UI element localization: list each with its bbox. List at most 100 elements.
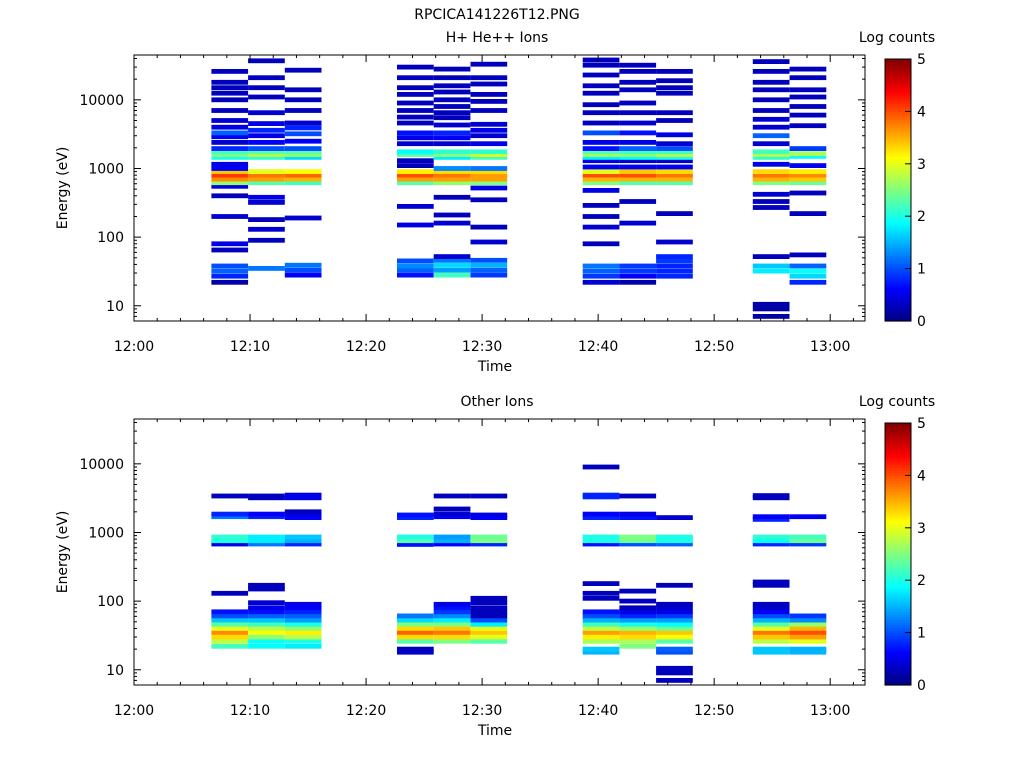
heatmap-cell — [248, 149, 285, 155]
colorbar-segment — [885, 627, 911, 631]
heatmap-cell — [433, 262, 471, 268]
heatmap-cell — [211, 169, 249, 174]
heatmap-cell — [248, 266, 285, 271]
heatmap-cell — [211, 626, 249, 631]
heatmap-cell — [397, 646, 434, 652]
heatmap-cell — [433, 621, 471, 627]
colorbar-tick-label: 4 — [917, 468, 926, 484]
colorbar-segment — [885, 210, 911, 215]
colorbar-segment — [885, 603, 911, 607]
heatmap-cell — [433, 493, 471, 499]
colorbar-segment — [885, 121, 911, 126]
heatmap-cell — [433, 541, 471, 547]
colorbar-segment — [885, 315, 911, 319]
heatmap-cell — [433, 66, 471, 72]
heatmap-cell — [752, 87, 790, 93]
colorbar-segment — [885, 150, 911, 154]
heatmap-cell — [789, 538, 827, 544]
heatmap-cell — [619, 169, 657, 174]
colorbar-segment — [885, 234, 911, 238]
heatmap-cell — [248, 538, 285, 544]
heatmap-cell — [284, 605, 322, 611]
heatmap-cell — [284, 146, 322, 151]
heatmap-cell — [752, 268, 790, 274]
heatmap-cell — [752, 169, 790, 174]
colorbar-segment — [885, 284, 911, 288]
colorbar-segment — [885, 653, 911, 657]
heatmap-cell — [619, 541, 657, 547]
heatmap-cell — [619, 110, 657, 116]
heatmap-cell — [284, 138, 322, 144]
heatmap-cell — [211, 69, 249, 74]
heatmap-cell — [582, 83, 620, 89]
heatmap-cell — [433, 176, 471, 182]
heatmap-cell — [582, 464, 620, 470]
colorbar-segment — [885, 276, 911, 280]
heatmap-cell — [789, 617, 827, 623]
heatmap-cell — [211, 183, 249, 189]
heatmap-cell — [619, 199, 657, 204]
colorbar-segment — [885, 467, 911, 471]
heatmap-cell — [284, 534, 322, 540]
heatmap-cell — [397, 512, 434, 518]
heatmap — [211, 464, 827, 683]
heatmap-cell — [656, 172, 693, 178]
heatmap-cell — [789, 613, 827, 619]
heatmap-cell — [433, 601, 471, 607]
heatmap-cell — [789, 151, 827, 156]
colorbar-segment — [885, 622, 911, 626]
heatmap-cell — [789, 211, 827, 216]
colorbar-segment — [885, 100, 911, 105]
heatmap-cell — [211, 617, 249, 623]
colorbar-segment — [885, 472, 911, 476]
heatmap-cell — [433, 141, 471, 147]
heatmap-cell — [656, 617, 693, 623]
colorbar-segment — [885, 506, 911, 511]
heatmap-cell — [656, 69, 693, 74]
heatmap-cell — [470, 121, 508, 127]
heatmap-cell — [752, 617, 790, 623]
heatmap-cell — [789, 75, 827, 81]
heatmap-cell — [433, 626, 471, 631]
heatmap-cell — [284, 131, 322, 137]
heatmap-cell — [789, 94, 827, 100]
colorbar-segment — [885, 265, 911, 270]
heatmap-cell — [470, 515, 508, 520]
panel-h-he-ions: H+ He++ Ions 12:00 12:10 12:20 12:30 12:40 12… — [55, 30, 935, 375]
heatmap-cell — [752, 649, 790, 655]
heatmap-cell — [284, 262, 322, 268]
heatmap-cell — [656, 132, 693, 138]
colorbar-segment — [885, 190, 911, 194]
heatmap-cell — [752, 205, 790, 210]
heatmap-cell — [582, 279, 620, 285]
colorbar-segment — [885, 90, 911, 94]
heatmap-cell — [284, 97, 322, 103]
heatmap-cell — [248, 127, 285, 133]
heatmap-cell — [433, 149, 471, 155]
colorbar-frame — [884, 58, 912, 322]
heatmap-cell — [619, 534, 657, 540]
heatmap-cell — [284, 215, 322, 221]
colorbar-segment — [885, 237, 911, 241]
colorbar-segment — [885, 601, 911, 605]
colorbar-segment — [885, 239, 911, 243]
colorbar-segment — [885, 263, 911, 267]
heatmap-cell — [619, 79, 657, 85]
heatmap-cell — [433, 135, 471, 141]
heatmap-cell — [284, 634, 322, 640]
heatmap-cell — [211, 180, 249, 186]
heatmap-cell — [619, 617, 657, 623]
heatmap-cell — [582, 188, 620, 193]
heatmap-cell — [470, 257, 508, 263]
colorbar-segment — [885, 462, 911, 466]
heatmap-cell — [211, 590, 249, 596]
heatmap-cell — [656, 621, 693, 627]
heatmap-cell — [248, 85, 285, 91]
colorbar-segment — [885, 635, 911, 639]
colorbar-segment — [885, 632, 911, 636]
heatmap-cell — [789, 541, 827, 547]
heatmap-cell — [656, 90, 693, 96]
heatmap-cell — [752, 638, 790, 644]
colorbar-segment — [885, 485, 911, 490]
heatmap-cell — [248, 94, 285, 100]
